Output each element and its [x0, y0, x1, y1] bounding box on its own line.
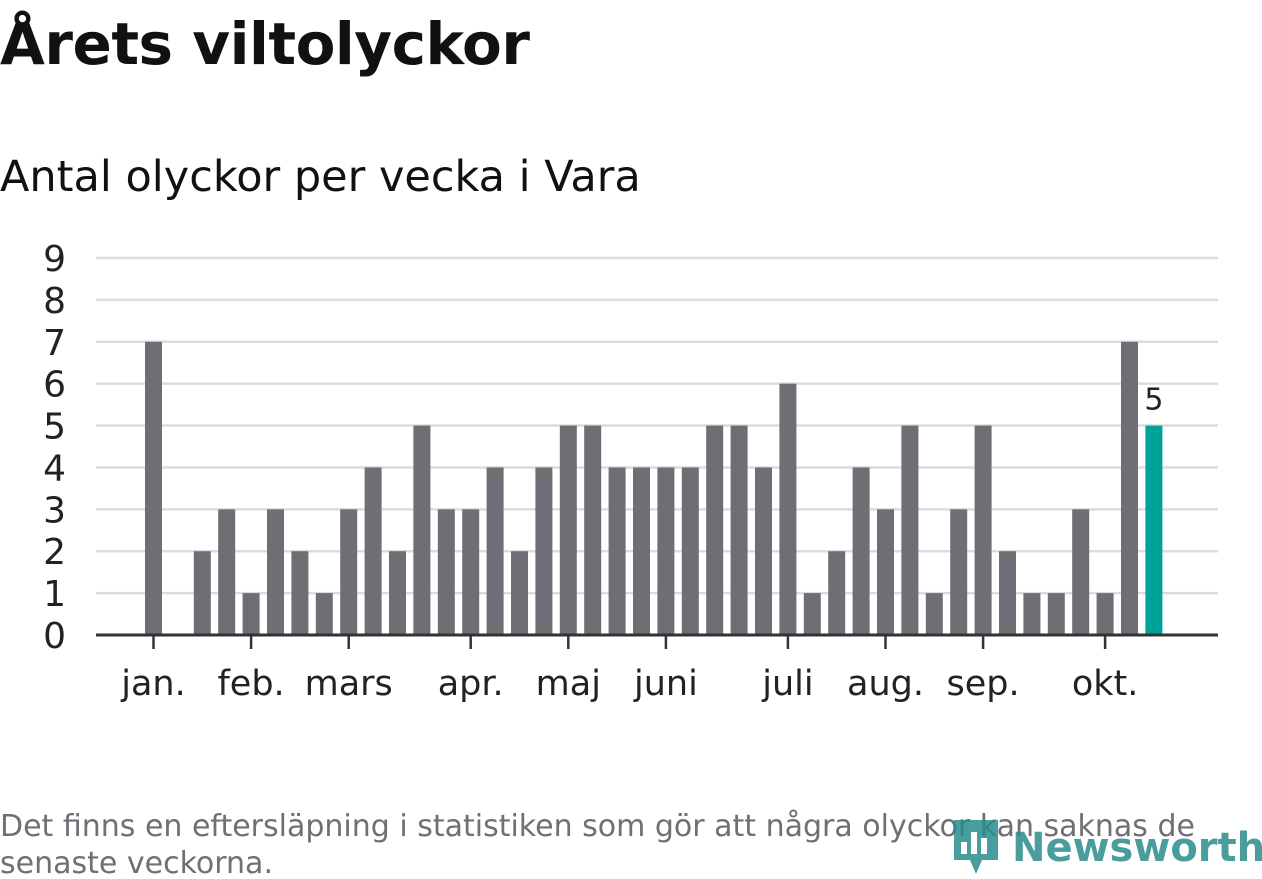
bar-week-1: [145, 341, 162, 635]
bar-week-7: [291, 551, 309, 635]
y-tick-label-7: 7: [43, 323, 66, 364]
bar-week-33: [925, 593, 943, 635]
bar-week-29: [828, 551, 846, 635]
bar-week-25: [730, 425, 748, 635]
bar-week-39: [1072, 509, 1090, 635]
y-tick-label-0: 0: [43, 616, 66, 657]
x-tick-label-apr.: apr.: [438, 664, 504, 704]
bar-week-36: [999, 551, 1016, 635]
bar-week-28: [803, 593, 821, 635]
x-tick-label-aug.: aug.: [847, 664, 924, 704]
bar-week-8: [315, 593, 333, 635]
y-tick-label-4: 4: [43, 448, 66, 489]
x-tick-label-okt.: okt.: [1072, 664, 1139, 704]
bar-week-16: [511, 551, 528, 635]
chart-title: Årets viltolyckor: [0, 10, 530, 78]
data-labels: 5: [1144, 383, 1163, 418]
bar-week-23: [681, 467, 699, 635]
brand-logo: Newsworthy: [950, 818, 1262, 878]
x-tick-label-jan.: jan.: [120, 664, 185, 704]
chart-pin-icon: [954, 820, 998, 874]
bar-week-15: [486, 467, 504, 635]
bar-week-17: [535, 467, 553, 635]
y-tick-label-2: 2: [43, 532, 66, 573]
gridlines: [96, 256, 1218, 595]
bar-week-18: [559, 425, 577, 635]
x-tick-label-sep.: sep.: [947, 664, 1020, 704]
bar-week-12: [413, 425, 431, 635]
x-axis: jan. feb. mars apr. maj juni juli aug. sep. okt.: [96, 633, 1218, 704]
bar-week-37: [1023, 593, 1041, 635]
bar-week-41: [1121, 341, 1138, 635]
bar-week-38: [1047, 593, 1065, 635]
bar-week-35: [974, 425, 992, 635]
bar-week-24: [706, 425, 724, 635]
bar-week-21: [633, 467, 650, 635]
bar-week-32: [901, 425, 919, 635]
x-tick-label-juli: juli: [761, 664, 813, 704]
bar-week-42: [1145, 425, 1163, 635]
bar-week-26: [755, 467, 772, 635]
x-tick-label-feb.: feb.: [217, 664, 284, 704]
bar-week-11: [389, 551, 406, 635]
bars: [145, 341, 1163, 635]
highlight-value-label: 5: [1144, 383, 1163, 418]
y-tick-label-5: 5: [43, 407, 66, 448]
bar-week-34: [950, 509, 968, 635]
chart-subtitle: Antal olyckor per vecka i Vara: [0, 152, 641, 202]
bar-week-27: [779, 383, 797, 635]
bar-week-3: [193, 551, 211, 635]
y-tick-label-8: 8: [43, 281, 66, 322]
y-tick-label-9: 9: [43, 239, 66, 280]
bar-week-4: [218, 509, 236, 635]
y-tick-label-3: 3: [43, 490, 66, 531]
bar-week-30: [852, 467, 870, 635]
bar-week-40: [1096, 593, 1114, 635]
bar-week-22: [657, 467, 675, 635]
bar-week-6: [267, 509, 284, 635]
bar-week-31: [877, 509, 894, 635]
y-tick-label-6: 6: [43, 365, 66, 406]
x-tick-label-juni: juni: [633, 664, 698, 704]
bar-week-13: [437, 509, 455, 635]
y-tick-label-1: 1: [43, 574, 66, 615]
brand-name: Newsworthy: [1012, 825, 1262, 871]
x-tick-label-maj: maj: [536, 664, 601, 704]
bar-week-19: [584, 425, 602, 635]
bar-week-14: [462, 509, 480, 635]
bar-week-5: [242, 593, 260, 635]
bar-week-20: [608, 467, 626, 635]
x-tick-label-mars: mars: [305, 664, 393, 704]
bar-week-9: [340, 509, 358, 635]
bar-week-10: [364, 467, 382, 635]
